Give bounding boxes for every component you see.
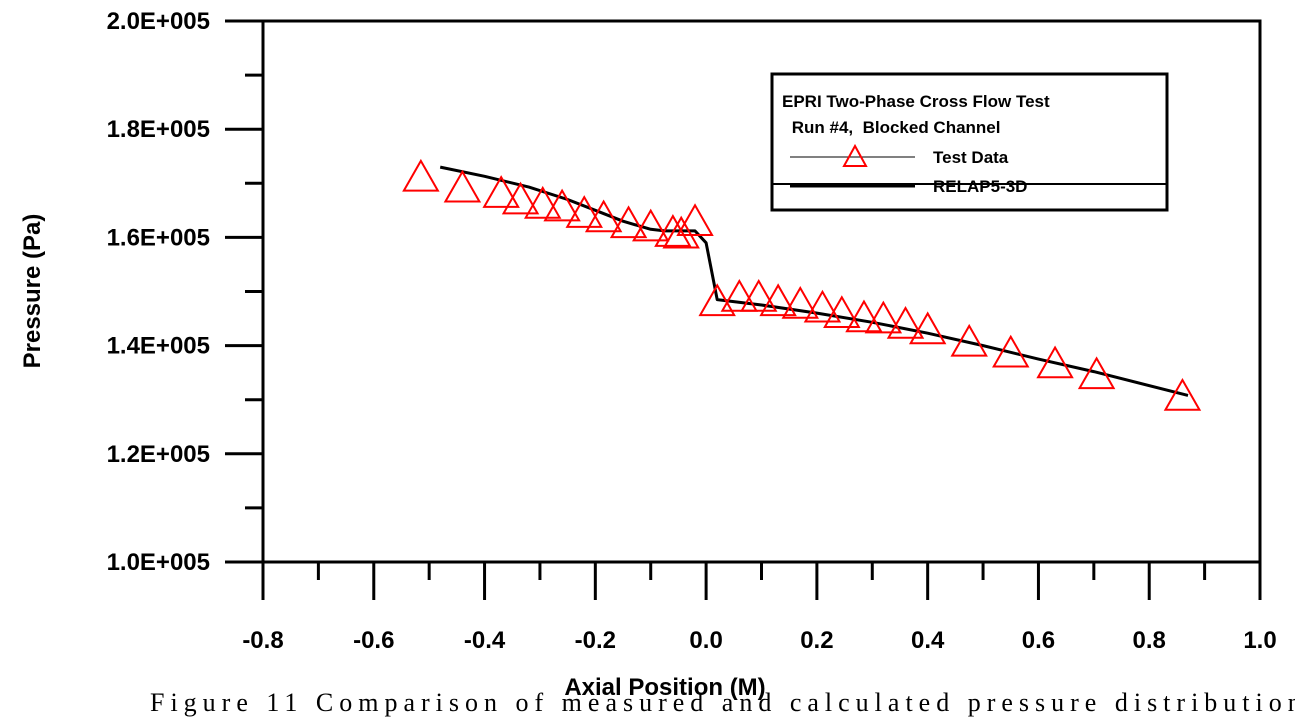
test-data-point bbox=[803, 289, 842, 323]
legend-title-line-2: Run #4, Blocked Channel bbox=[787, 118, 1001, 137]
test-data-point bbox=[1036, 345, 1074, 379]
test-data-point bbox=[908, 311, 947, 345]
test-data-point bbox=[443, 169, 482, 203]
x-tick-label: 0.6 bbox=[1022, 627, 1055, 654]
test-data-point bbox=[523, 185, 562, 219]
test-data-point bbox=[864, 300, 903, 334]
y-tick-label: 1.8E+005 bbox=[107, 116, 210, 143]
test-data-point bbox=[501, 181, 540, 215]
legend-frame bbox=[770, 72, 1169, 212]
x-axis-title: Axial Position (M) bbox=[564, 674, 765, 701]
test-data-point bbox=[720, 278, 759, 312]
relap5-3d-line bbox=[439, 165, 1189, 397]
test-data-point bbox=[886, 306, 925, 339]
x-tick-label: 0.2 bbox=[800, 627, 833, 654]
test-data-point bbox=[992, 334, 1030, 368]
tick-labels: -0.8 -0.6 -0.4 -0.2 0.0 0.2 0.4 0.6 0.8 1.0 1.0E+0… bbox=[107, 8, 1277, 654]
plot-frame bbox=[261, 19, 1262, 564]
figure-caption: Figure 11 Comparison of measured and cal… bbox=[150, 688, 1295, 717]
legend-test-data-marker bbox=[842, 143, 868, 167]
x-tick-label: 0.4 bbox=[911, 627, 945, 654]
y-tick-label: 1.6E+005 bbox=[107, 224, 210, 251]
test-data-point bbox=[482, 175, 520, 208]
legend-title-line-1: EPRI Two-Phase Cross Flow Test bbox=[782, 92, 1050, 111]
axis-ticks bbox=[225, 19, 1262, 600]
test-data-point bbox=[662, 215, 700, 249]
y-tick-label: 1.0E+005 bbox=[107, 549, 210, 576]
test-data-point bbox=[543, 188, 581, 222]
test-data-point bbox=[676, 203, 714, 237]
test-data-point bbox=[740, 278, 778, 312]
test-data-series bbox=[402, 158, 1202, 411]
test-data-point bbox=[781, 286, 819, 319]
test-data-point bbox=[1077, 356, 1116, 390]
x-tick-label: -0.8 bbox=[242, 627, 283, 654]
legend: EPRI Two-Phase Cross Flow Test Run #4, B… bbox=[770, 72, 1169, 212]
x-tick-label: -0.2 bbox=[575, 627, 616, 654]
x-tick-label: -0.4 bbox=[464, 627, 506, 654]
y-tick-label: 1.2E+005 bbox=[107, 441, 210, 468]
x-tick-label: 0.8 bbox=[1133, 627, 1166, 654]
relap5-3d-series bbox=[439, 165, 1189, 397]
test-data-point bbox=[698, 283, 736, 317]
test-data-point bbox=[584, 199, 623, 233]
test-data-point bbox=[823, 295, 861, 328]
test-data-point bbox=[402, 158, 440, 192]
legend-relap-label: RELAP5-3D bbox=[933, 177, 1027, 196]
x-tick-label: 0.0 bbox=[689, 627, 722, 654]
x-tick-label: -0.6 bbox=[353, 627, 394, 654]
test-data-point bbox=[950, 323, 988, 357]
test-data-point bbox=[759, 283, 797, 317]
test-data-point bbox=[845, 299, 883, 333]
x-tick-label: 1.0 bbox=[1243, 627, 1276, 654]
test-data-point bbox=[609, 205, 648, 239]
test-data-point bbox=[631, 208, 670, 242]
test-data-point bbox=[1163, 377, 1202, 411]
legend-test-data-label: Test Data bbox=[933, 148, 1009, 167]
y-tick-label: 1.4E+005 bbox=[107, 333, 210, 360]
y-tick-label: 2.0E+005 bbox=[107, 8, 210, 35]
test-data-point bbox=[565, 195, 603, 228]
y-axis-title: Pressure (Pa) bbox=[19, 214, 46, 369]
